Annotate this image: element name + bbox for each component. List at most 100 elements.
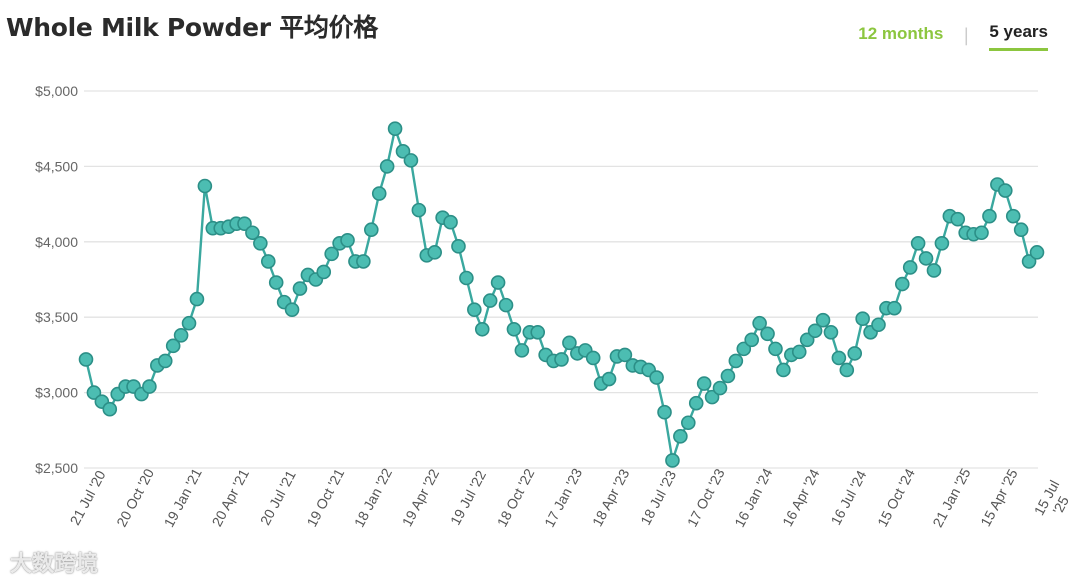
- data-point[interactable]: [197, 178, 213, 194]
- data-point[interactable]: [189, 291, 205, 307]
- y-tick-label: $3,000: [35, 385, 78, 401]
- data-point[interactable]: [688, 395, 704, 411]
- data-point[interactable]: [506, 321, 522, 337]
- data-point[interactable]: [363, 222, 379, 238]
- data-point[interactable]: [902, 260, 918, 275]
- data-point[interactable]: [530, 324, 546, 340]
- data-point[interactable]: [324, 246, 339, 262]
- data-point[interactable]: [451, 239, 466, 254]
- data-point[interactable]: [887, 300, 902, 316]
- data-point[interactable]: [847, 346, 863, 361]
- data-point[interactable]: [268, 275, 284, 290]
- data-point[interactable]: [1029, 245, 1045, 260]
- y-tick-label: $5,000: [35, 83, 78, 99]
- data-point[interactable]: [142, 379, 157, 394]
- data-point[interactable]: [1021, 254, 1037, 269]
- data-point[interactable]: [855, 311, 870, 327]
- data-point[interactable]: [585, 350, 601, 366]
- data-point[interactable]: [728, 353, 744, 369]
- data-point[interactable]: [918, 251, 934, 266]
- data-point[interactable]: [316, 264, 332, 280]
- data-point[interactable]: [237, 216, 252, 232]
- data-point[interactable]: [1005, 208, 1021, 224]
- data-point[interactable]: [815, 312, 831, 328]
- data-point[interactable]: [799, 332, 815, 348]
- data-point[interactable]: [839, 362, 855, 378]
- data-point[interactable]: [617, 347, 633, 363]
- data-point[interactable]: [253, 236, 268, 251]
- data-point[interactable]: [760, 326, 775, 342]
- data-point[interactable]: [379, 159, 395, 174]
- data-point[interactable]: [776, 362, 791, 378]
- data-point[interactable]: [894, 276, 910, 292]
- data-point[interactable]: [284, 302, 300, 317]
- x-tick-label: 20 Apr '21: [208, 466, 252, 529]
- data-point[interactable]: [680, 415, 696, 431]
- data-point[interactable]: [807, 323, 823, 339]
- data-point[interactable]: [443, 214, 458, 230]
- data-point[interactable]: [474, 321, 490, 337]
- data-point[interactable]: [657, 404, 672, 420]
- tab-5-years[interactable]: 5 years: [989, 20, 1048, 51]
- x-tick-label: 19 Oct '21: [303, 466, 347, 530]
- data-point[interactable]: [173, 327, 189, 343]
- data-point[interactable]: [997, 183, 1013, 198]
- x-tick-label: 20 Oct '20: [113, 466, 157, 530]
- data-point[interactable]: [791, 344, 807, 360]
- data-point[interactable]: [950, 211, 966, 227]
- data-point[interactable]: [1013, 222, 1029, 238]
- data-point[interactable]: [649, 370, 664, 385]
- data-point[interactable]: [871, 317, 886, 333]
- data-point[interactable]: [514, 343, 530, 358]
- tab-12-months[interactable]: 12 months: [858, 23, 944, 43]
- data-point[interactable]: [768, 341, 783, 357]
- data-point[interactable]: [165, 338, 181, 354]
- data-point[interactable]: [427, 245, 443, 260]
- data-point[interactable]: [752, 315, 767, 331]
- data-point[interactable]: [395, 144, 411, 159]
- x-tick-label: 18 Oct '22: [494, 466, 538, 530]
- data-point[interactable]: [926, 263, 942, 278]
- data-point[interactable]: [712, 380, 728, 396]
- data-point[interactable]: [78, 352, 94, 367]
- data-point[interactable]: [387, 121, 403, 136]
- data-point[interactable]: [340, 232, 355, 248]
- data-point[interactable]: [823, 324, 839, 340]
- data-point[interactable]: [673, 429, 688, 444]
- data-point[interactable]: [181, 315, 197, 331]
- data-point[interactable]: [744, 332, 760, 348]
- data-point[interactable]: [720, 368, 736, 384]
- data-point[interactable]: [467, 302, 482, 317]
- x-tick-label: 21 Jul '20: [67, 467, 109, 527]
- x-tick-label: 16 Jan '24: [731, 465, 775, 529]
- data-point[interactable]: [86, 385, 102, 400]
- data-point[interactable]: [910, 236, 926, 251]
- data-point[interactable]: [498, 297, 514, 313]
- data-point[interactable]: [292, 281, 308, 296]
- data-point[interactable]: [356, 254, 371, 269]
- data-point[interactable]: [403, 153, 419, 168]
- x-tick-label: 20 Jul '21: [257, 467, 299, 527]
- data-point[interactable]: [459, 270, 474, 286]
- data-point[interactable]: [490, 275, 506, 290]
- data-point[interactable]: [982, 208, 997, 224]
- data-point[interactable]: [411, 202, 427, 218]
- data-point[interactable]: [974, 225, 989, 241]
- data-point[interactable]: [736, 341, 752, 357]
- data-point[interactable]: [482, 293, 498, 308]
- data-point[interactable]: [371, 186, 387, 201]
- data-point[interactable]: [260, 254, 276, 269]
- data-point[interactable]: [831, 350, 847, 366]
- data-point[interactable]: [601, 371, 617, 387]
- data-point[interactable]: [562, 335, 577, 351]
- x-tick-label: 19 Jul '22: [447, 467, 489, 527]
- data-point[interactable]: [934, 236, 950, 251]
- data-point[interactable]: [665, 453, 680, 468]
- data-point[interactable]: [696, 376, 712, 391]
- data-point[interactable]: [102, 401, 118, 417]
- x-tick-label: 18 Jan '22: [351, 465, 395, 529]
- data-point[interactable]: [704, 389, 720, 405]
- data-point[interactable]: [554, 352, 569, 367]
- data-point[interactable]: [245, 225, 260, 241]
- data-point[interactable]: [157, 353, 173, 369]
